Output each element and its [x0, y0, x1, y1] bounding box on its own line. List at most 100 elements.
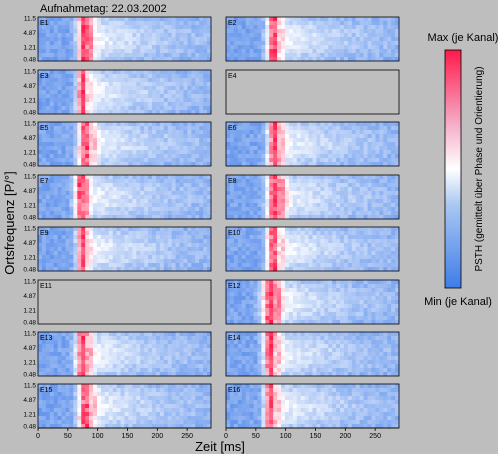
- heatmap-cell: [38, 211, 43, 216]
- heatmap-cell: [96, 57, 102, 62]
- heatmap-cell: [136, 90, 141, 95]
- heatmap-cell: [292, 175, 298, 180]
- heatmap-cell: [316, 267, 321, 272]
- heatmap-cell: [69, 227, 74, 232]
- heatmap-cell: [195, 70, 200, 75]
- heatmap-cell: [199, 150, 204, 155]
- heatmap-cell: [241, 235, 247, 240]
- heatmap-cell: [136, 49, 141, 54]
- heatmap-cell: [237, 45, 243, 50]
- heatmap-cell: [233, 37, 239, 42]
- heatmap-cell: [93, 158, 98, 163]
- heatmap-cell: [128, 134, 133, 139]
- heatmap-cell: [163, 33, 169, 38]
- heatmap-cell: [233, 158, 239, 163]
- heatmap-cell: [343, 150, 349, 155]
- heatmap-cell: [155, 126, 161, 131]
- heatmap-cell: [233, 235, 239, 240]
- heatmap-cell: [363, 175, 368, 180]
- heatmap-cell: [245, 187, 250, 192]
- heatmap-cell: [316, 175, 321, 180]
- heatmap-cell: [328, 175, 333, 180]
- heatmap-cell: [41, 263, 47, 268]
- heatmap-cell: [77, 17, 82, 22]
- heatmap-cell: [292, 199, 298, 204]
- heatmap-cell: [343, 227, 349, 232]
- heatmap-cell: [367, 142, 372, 147]
- heatmap-cell: [100, 78, 106, 83]
- heatmap-cell: [312, 284, 317, 289]
- heatmap-cell: [320, 150, 325, 155]
- heatmap-cell: [328, 25, 333, 30]
- heatmap-cell: [284, 53, 290, 58]
- heatmap-cell: [391, 29, 396, 34]
- heatmap-cell: [300, 304, 306, 309]
- heatmap-cell: [49, 344, 55, 349]
- heatmap-cell: [136, 17, 141, 22]
- heatmap-cell: [300, 300, 306, 305]
- heatmap-cell: [249, 296, 254, 301]
- heatmap-cell: [371, 215, 376, 220]
- heatmap-cell: [45, 70, 51, 75]
- heatmap-cell: [261, 53, 266, 58]
- heatmap-cell: [332, 154, 337, 159]
- heatmap-cell: [163, 142, 169, 147]
- heatmap-cell: [249, 195, 254, 200]
- heatmap-cell: [140, 191, 145, 196]
- heatmap-cell: [167, 21, 173, 26]
- heatmap-cell: [49, 235, 55, 240]
- heatmap-cell: [89, 211, 94, 216]
- heatmap-cell: [49, 142, 55, 147]
- heatmap-cell: [183, 53, 188, 58]
- heatmap-cell: [308, 247, 313, 252]
- heatmap-cell: [49, 195, 55, 200]
- heatmap-cell: [351, 255, 357, 260]
- heatmap-cell: [343, 247, 349, 252]
- heatmap-cell: [38, 356, 43, 361]
- heatmap-cell: [69, 191, 74, 196]
- heatmap-cell: [116, 235, 121, 240]
- heatmap-cell: [57, 130, 62, 135]
- heatmap-cell: [144, 191, 149, 196]
- heatmap-cell: [336, 215, 341, 220]
- heatmap-cell: [41, 126, 47, 131]
- heatmap-cell: [65, 122, 70, 127]
- heatmap-cell: [53, 203, 59, 208]
- heatmap-cell: [175, 158, 180, 163]
- heatmap-cell: [347, 53, 353, 58]
- heatmap-cell: [81, 215, 86, 220]
- heatmap-cell: [175, 102, 180, 107]
- heatmap-cell: [93, 235, 98, 240]
- heatmap-cell: [288, 243, 294, 248]
- heatmap-cell: [100, 158, 106, 163]
- heatmap-cell: [179, 150, 184, 155]
- heatmap-cell: [351, 122, 357, 127]
- y-tick-label: 1.21: [23, 44, 36, 51]
- heatmap-cell: [281, 183, 286, 188]
- heatmap-cell: [265, 251, 270, 256]
- heatmap-cell: [304, 304, 309, 309]
- heatmap-cell: [61, 57, 66, 62]
- heatmap-cell: [124, 259, 129, 264]
- heatmap-cell: [363, 312, 368, 317]
- heatmap-cell: [124, 235, 129, 240]
- heatmap-cell: [233, 312, 239, 317]
- heatmap-cell: [261, 25, 266, 30]
- heatmap-cell: [73, 243, 78, 248]
- heatmap-cell: [187, 239, 192, 244]
- heatmap-cell: [387, 203, 392, 208]
- heatmap-cell: [257, 215, 262, 220]
- heatmap-cell: [155, 122, 161, 127]
- heatmap-cells: [38, 17, 212, 62]
- heatmap-cell: [277, 25, 282, 30]
- heatmap-cell: [128, 49, 133, 54]
- heatmap-cell: [347, 134, 353, 139]
- heatmap-cell: [292, 183, 298, 188]
- heatmap-cell: [332, 280, 337, 285]
- heatmap-cell: [336, 162, 341, 167]
- heatmap-cell: [265, 49, 270, 54]
- heatmap-cell: [265, 308, 270, 313]
- heatmap-cell: [140, 146, 145, 151]
- heatmap-cell: [207, 255, 212, 260]
- heatmap-cell: [340, 292, 345, 297]
